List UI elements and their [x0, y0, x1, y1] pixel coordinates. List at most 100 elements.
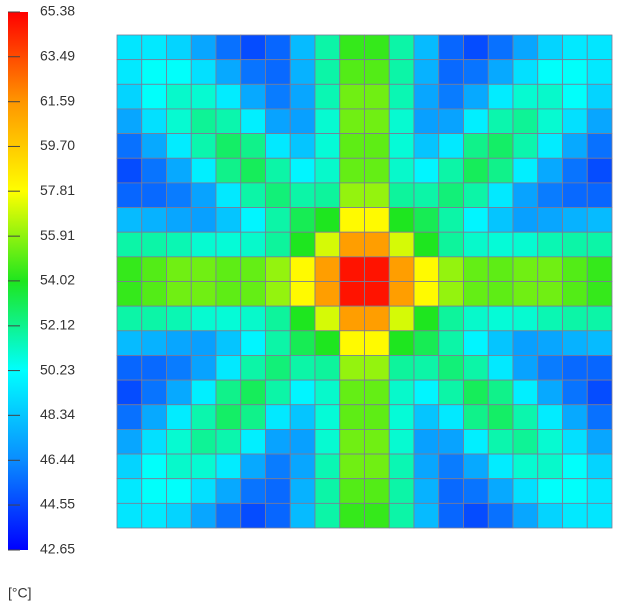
- heatmap-cell: [190, 207, 217, 233]
- heatmap-cell: [166, 182, 192, 208]
- heatmap-cell: [586, 502, 613, 529]
- heatmap-cell: [438, 83, 464, 110]
- heatmap-cell: [537, 330, 563, 356]
- heatmap-cell: [438, 305, 464, 332]
- heatmap-cell: [364, 133, 390, 159]
- heatmap-cell: [339, 281, 365, 307]
- colorbar-tick-label: 55.91: [40, 227, 75, 243]
- heatmap-cell: [512, 157, 539, 184]
- heatmap-cell: [339, 355, 365, 381]
- heatmap-cell: [215, 231, 242, 258]
- heatmap-cell: [190, 428, 217, 455]
- heatmap-cell: [413, 59, 440, 85]
- heatmap-cell: [586, 59, 613, 85]
- heatmap-cell: [413, 231, 440, 258]
- heatmap-cell: [438, 256, 464, 282]
- heatmap-cell: [166, 281, 192, 307]
- heatmap-cell: [166, 453, 192, 480]
- heatmap-cell: [240, 83, 266, 110]
- heatmap-cell: [265, 59, 291, 85]
- heatmap-cell: [190, 305, 217, 332]
- heatmap-cell: [512, 355, 539, 381]
- heatmap-cell: [463, 478, 489, 504]
- heatmap-cell: [388, 256, 415, 282]
- heatmap-cell: [289, 453, 316, 480]
- heatmap-cell: [339, 453, 365, 480]
- heatmap-cell: [166, 108, 192, 134]
- heatmap-cell: [487, 502, 514, 529]
- heatmap-cell: [240, 379, 266, 406]
- heatmap-cell: [364, 502, 390, 529]
- heatmap-cell: [512, 207, 539, 233]
- heatmap-cell: [314, 231, 341, 258]
- heatmap-cell: [141, 133, 167, 159]
- heatmap-cell: [240, 453, 266, 480]
- heatmap-cell: [364, 256, 390, 282]
- heatmap-cell: [463, 404, 489, 430]
- heatmap-cell: [190, 502, 217, 529]
- heatmap-cell: [314, 355, 341, 381]
- heatmap-cell: [413, 305, 440, 332]
- heatmap-cell: [413, 207, 440, 233]
- heatmap-cell: [364, 34, 390, 61]
- heatmap-cell: [364, 428, 390, 455]
- heatmap-cell: [512, 182, 539, 208]
- heatmap-cell: [512, 478, 539, 504]
- heatmap-cell: [388, 502, 415, 529]
- heatmap-cell: [388, 330, 415, 356]
- heatmap-cell: [215, 83, 242, 110]
- heatmap-cell: [537, 207, 563, 233]
- heatmap-cell: [116, 281, 143, 307]
- heatmap-cell: [388, 133, 415, 159]
- heatmap-cell: [339, 157, 365, 184]
- heatmap-cell: [388, 108, 415, 134]
- colorbar-tick-label: 57.81: [40, 182, 75, 198]
- heatmap-cell: [265, 256, 291, 282]
- heatmap-cell: [166, 256, 192, 282]
- heatmap-cell: [512, 83, 539, 110]
- heatmap-cell: [289, 428, 316, 455]
- heatmap-cell: [190, 478, 217, 504]
- heatmap-cell: [215, 453, 242, 480]
- heatmap-cell: [487, 453, 514, 480]
- heatmap-cell: [141, 207, 167, 233]
- heatmap-cell: [215, 34, 242, 61]
- heatmap-cell: [314, 281, 341, 307]
- heatmap-cell: [339, 34, 365, 61]
- heatmap-cell: [487, 256, 514, 282]
- heatmap-cell: [463, 59, 489, 85]
- heatmap-cell: [438, 133, 464, 159]
- heatmap-cell: [388, 83, 415, 110]
- heatmap-cell: [339, 83, 365, 110]
- colorbar-tick-label: 44.55: [40, 496, 75, 512]
- heatmap-cell: [339, 428, 365, 455]
- heatmap-cell: [364, 207, 390, 233]
- heatmap-cell: [562, 182, 588, 208]
- heatmap-cell: [265, 182, 291, 208]
- heatmap-cell: [166, 502, 192, 529]
- heatmap-cell: [314, 34, 341, 61]
- heatmap-cell: [438, 330, 464, 356]
- heatmap-cell: [116, 305, 143, 332]
- heatmap-cell: [314, 207, 341, 233]
- heatmap-cell: [562, 330, 588, 356]
- heatmap-cell: [240, 108, 266, 134]
- heatmap-cell: [339, 305, 365, 332]
- heatmap-cell: [265, 305, 291, 332]
- heatmap-cell: [116, 478, 143, 504]
- heatmap-cell: [512, 108, 539, 134]
- heatmap-cell: [413, 34, 440, 61]
- heatmap-cell: [289, 256, 316, 282]
- heatmap-cell: [438, 478, 464, 504]
- heatmap-cell: [463, 207, 489, 233]
- heatmap-cell: [116, 108, 143, 134]
- heatmap-cell: [364, 83, 390, 110]
- heatmap-cell: [141, 453, 167, 480]
- heatmap-cell: [339, 502, 365, 529]
- heatmap-cell: [537, 478, 563, 504]
- heatmap-cell: [562, 428, 588, 455]
- heatmap-cell: [586, 305, 613, 332]
- heatmap-cell: [240, 157, 266, 184]
- heatmap-cell: [289, 379, 316, 406]
- heatmap-cell: [438, 404, 464, 430]
